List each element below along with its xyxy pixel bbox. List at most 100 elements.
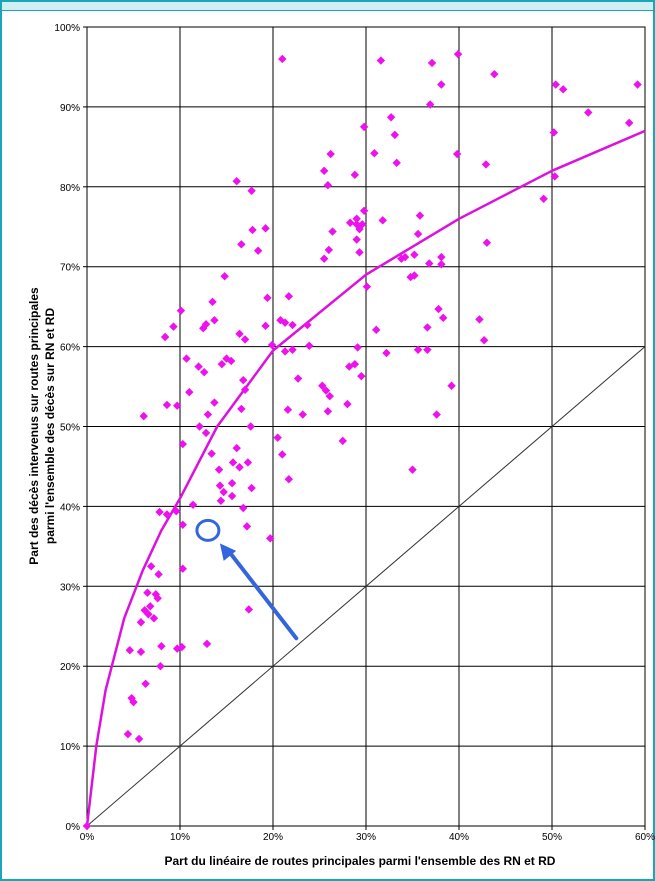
y-tick-label: 0%	[66, 822, 81, 833]
data-point	[326, 149, 335, 159]
frame-top-bar	[2, 2, 653, 11]
fit-curve	[85, 129, 646, 827]
data-point	[633, 80, 642, 89]
tick-labels: 0% 10% 20% 30% 40% 50% 60% 0% 10% 20% 30% 40% 50% 60%…	[54, 23, 655, 843]
y-tick-label: 40%	[60, 502, 80, 513]
data-point	[82, 821, 92, 831]
data-point	[283, 405, 293, 414]
data-point	[355, 224, 364, 234]
data-point	[359, 122, 369, 132]
data-point	[376, 56, 386, 65]
data-point	[372, 325, 381, 335]
data-point	[210, 398, 219, 407]
data-point	[305, 341, 314, 351]
data-point	[210, 316, 219, 325]
x-tick-label: 60%	[635, 832, 655, 843]
data-point	[162, 400, 172, 410]
data-point	[154, 570, 163, 579]
y-axis-title-line-1: Part des décès intervenus sur routes pri…	[27, 287, 41, 565]
data-point	[413, 345, 423, 354]
data-point	[378, 216, 387, 225]
data-point	[199, 367, 209, 377]
data-point	[240, 335, 250, 344]
x-tick-label: 0%	[80, 832, 95, 843]
data-point	[215, 481, 225, 490]
data-point	[386, 113, 396, 122]
data-point	[550, 172, 559, 181]
data-point	[410, 271, 419, 280]
data-point	[303, 320, 312, 330]
highlight-circle	[195, 518, 221, 542]
data-point	[325, 391, 334, 401]
data-point	[247, 186, 256, 195]
data-point	[263, 293, 272, 303]
data-point	[227, 479, 237, 488]
x-axis-title: Part du linéaire de routes principales p…	[165, 854, 556, 868]
data-point	[123, 729, 133, 739]
data-point	[352, 235, 361, 244]
data-point	[359, 206, 369, 215]
data-point	[239, 375, 248, 385]
data-point	[242, 522, 252, 531]
data-point	[321, 386, 331, 395]
data-point	[201, 428, 211, 438]
data-point	[539, 194, 548, 203]
data-point	[217, 359, 227, 369]
data-point	[216, 496, 226, 506]
points-layer	[82, 49, 642, 831]
data-point	[280, 347, 290, 356]
data-point	[447, 381, 456, 390]
data-point	[390, 130, 400, 140]
data-point	[288, 320, 297, 330]
data-point	[232, 177, 241, 186]
data-point	[178, 564, 187, 573]
x-tick-label: 20%	[263, 832, 283, 843]
data-point	[482, 238, 492, 247]
data-point	[143, 588, 152, 597]
data-point	[139, 411, 148, 421]
data-point	[162, 510, 172, 519]
data-point	[194, 362, 203, 371]
data-point	[151, 590, 161, 599]
data-point	[432, 410, 441, 419]
data-point	[239, 503, 248, 513]
data-point	[415, 211, 425, 220]
x-tick-label: 40%	[449, 832, 469, 843]
data-point	[146, 562, 156, 571]
data-point	[220, 272, 229, 281]
y-tick-label: 20%	[60, 662, 80, 673]
data-point	[185, 387, 194, 397]
data-point	[155, 507, 164, 517]
data-point	[208, 297, 217, 307]
data-point	[408, 465, 417, 474]
data-point	[288, 345, 297, 354]
data-point	[235, 463, 244, 472]
data-point	[240, 385, 250, 394]
data-point	[284, 292, 294, 301]
data-point	[437, 260, 446, 269]
data-point	[410, 250, 419, 259]
data-point	[173, 644, 182, 653]
data-point	[558, 85, 568, 94]
data-point	[248, 225, 257, 235]
data-point	[318, 381, 327, 390]
data-point	[437, 252, 446, 262]
data-point	[425, 259, 434, 268]
x-tick-label: 50%	[542, 832, 562, 843]
arrow-shaft	[226, 549, 299, 641]
data-point	[551, 80, 560, 89]
data-point	[266, 534, 275, 543]
data-point	[232, 443, 241, 453]
data-point	[370, 149, 379, 158]
data-point	[247, 483, 256, 493]
data-point	[624, 118, 634, 128]
data-point	[490, 69, 499, 79]
data-point	[261, 321, 270, 331]
data-point	[182, 354, 191, 363]
data-point	[153, 594, 162, 603]
data-point	[425, 100, 435, 109]
data-point	[324, 245, 333, 255]
data-point	[246, 422, 255, 431]
data-point	[203, 410, 213, 419]
data-point	[452, 149, 462, 159]
